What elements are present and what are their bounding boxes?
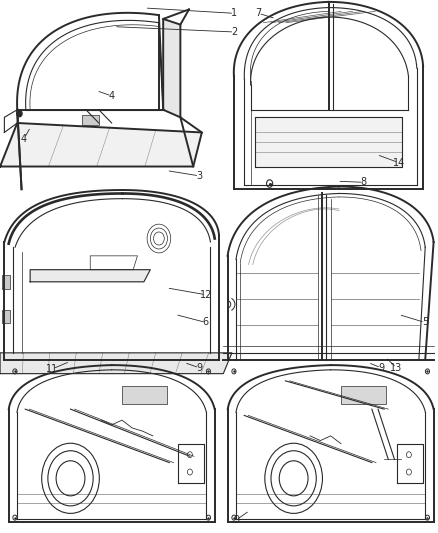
Polygon shape — [30, 270, 150, 282]
Text: 4: 4 — [21, 134, 27, 143]
Circle shape — [17, 110, 22, 117]
Polygon shape — [255, 117, 402, 166]
Text: 9: 9 — [233, 515, 240, 524]
Polygon shape — [0, 123, 202, 166]
Bar — [122, 385, 167, 405]
Text: 5: 5 — [422, 318, 428, 327]
Text: 9: 9 — [378, 363, 384, 373]
Text: 12: 12 — [200, 290, 212, 300]
Bar — [81, 116, 99, 125]
Text: 4: 4 — [109, 91, 115, 101]
Polygon shape — [163, 19, 180, 117]
Text: 7: 7 — [255, 9, 261, 18]
Text: 13: 13 — [390, 363, 403, 373]
Text: 8: 8 — [360, 177, 367, 187]
Text: 9: 9 — [196, 363, 202, 373]
Bar — [2, 275, 10, 289]
Text: 14: 14 — [392, 158, 405, 167]
Text: 11: 11 — [46, 364, 59, 374]
Text: 6: 6 — [203, 318, 209, 327]
Text: 2: 2 — [231, 27, 237, 37]
Text: 1: 1 — [231, 9, 237, 18]
Text: 3: 3 — [196, 171, 202, 181]
Bar — [341, 385, 386, 405]
Bar — [2, 310, 10, 324]
Polygon shape — [0, 353, 232, 374]
